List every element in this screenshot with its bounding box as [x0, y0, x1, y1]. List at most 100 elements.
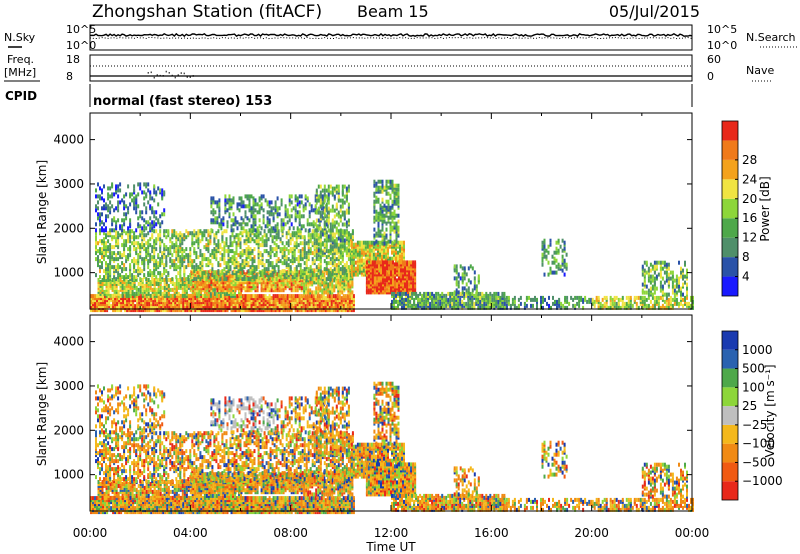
power-cell — [109, 259, 112, 264]
power-cell — [175, 247, 178, 252]
power-cell — [242, 226, 245, 231]
power-cell — [352, 260, 355, 265]
power-cell — [345, 208, 348, 213]
power-cell — [388, 288, 390, 293]
power-cell — [343, 214, 346, 219]
power-cell — [247, 277, 250, 282]
power-cell — [207, 233, 210, 238]
power-cell — [269, 273, 272, 278]
power-cell — [207, 257, 210, 262]
power-cell — [244, 194, 247, 199]
power-cell — [243, 249, 246, 254]
power-cell — [212, 208, 215, 213]
power-cell — [293, 267, 296, 272]
power-cell — [288, 226, 291, 231]
power-cell — [121, 253, 124, 258]
power-cell — [387, 246, 389, 251]
power-cell — [306, 196, 309, 201]
freq-scatter-dots — [147, 70, 195, 79]
power-cell — [207, 273, 210, 278]
power-cell — [282, 294, 285, 299]
power-cell — [367, 264, 370, 269]
power-cell — [369, 260, 372, 265]
power-cell — [167, 283, 170, 288]
power-cell — [240, 196, 243, 201]
power-cell — [223, 253, 226, 258]
power-cell — [266, 220, 269, 225]
power-cell — [201, 231, 204, 236]
power-cell — [101, 247, 103, 252]
power-cell — [323, 212, 326, 217]
power-cell — [304, 202, 307, 207]
power-cell — [246, 204, 249, 209]
power-cell — [199, 239, 202, 244]
power-cell — [224, 270, 227, 275]
power-cell — [311, 290, 314, 295]
power-cell — [337, 275, 340, 280]
power-cell — [325, 267, 328, 272]
power-cell — [125, 216, 128, 221]
power-cell — [279, 237, 282, 242]
power-cell — [183, 249, 186, 254]
power-cell — [215, 257, 218, 262]
power-cell — [258, 224, 261, 229]
power-cell — [197, 265, 200, 270]
power-cell — [157, 237, 160, 242]
power-cell — [392, 264, 394, 269]
power-cell — [131, 198, 134, 203]
power-cell — [333, 248, 336, 253]
power-cell — [139, 229, 142, 234]
power-cell — [123, 263, 126, 268]
power-cell — [139, 210, 142, 215]
power-cell — [238, 294, 241, 299]
power-cell — [153, 198, 156, 203]
power-cell — [236, 202, 239, 207]
power-cell — [399, 240, 401, 245]
power-cell — [365, 270, 368, 275]
power-cell — [248, 208, 251, 213]
power-cell — [111, 182, 114, 187]
power-cell — [161, 239, 164, 244]
power-cell — [262, 280, 265, 285]
power-cell — [107, 275, 110, 280]
power-cell — [325, 206, 328, 211]
power-cell — [339, 278, 342, 283]
power-cell — [326, 294, 329, 299]
power-cell — [151, 220, 154, 225]
power-cell — [325, 230, 328, 235]
power-cell — [223, 291, 226, 296]
power-cell — [103, 204, 105, 209]
power-cell — [133, 196, 136, 201]
power-cell — [97, 293, 100, 298]
power-cell — [135, 194, 138, 199]
power-cell — [151, 233, 154, 238]
power-cell — [263, 263, 266, 268]
power-cell — [125, 231, 128, 236]
power-cell — [266, 296, 269, 301]
power-cell — [241, 231, 244, 236]
power-cell — [303, 245, 306, 250]
power-cell — [119, 265, 122, 270]
power-cell — [253, 259, 256, 264]
power-cell — [337, 210, 340, 215]
power-cell — [151, 196, 154, 201]
power-cell — [145, 210, 148, 215]
power-cell — [99, 222, 101, 227]
power-cell — [177, 233, 180, 238]
power-cell — [175, 275, 178, 280]
power-cell — [147, 239, 150, 244]
power-cell — [336, 294, 339, 299]
power-cell — [279, 271, 282, 276]
power-cell — [275, 259, 278, 264]
power-cell — [212, 270, 215, 275]
power-cell — [277, 269, 280, 274]
power-cell — [118, 304, 121, 309]
power-cell — [224, 198, 227, 203]
power-cell — [101, 196, 103, 201]
power-cell — [190, 286, 193, 291]
power-cell — [223, 229, 226, 234]
power-cell — [239, 275, 242, 280]
power-cell — [117, 188, 120, 193]
power-cell — [215, 243, 218, 248]
power-cell — [329, 267, 332, 272]
